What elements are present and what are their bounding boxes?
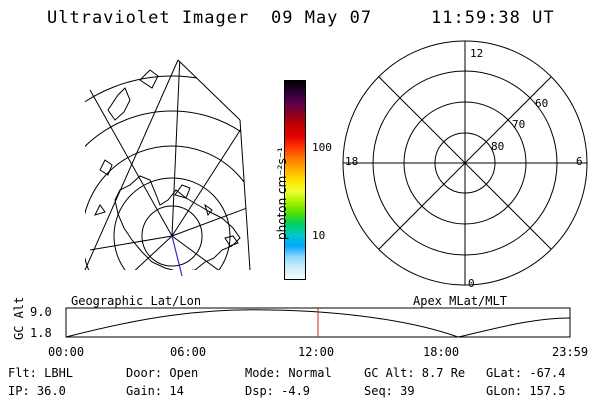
status-gc-alt: GC Alt: 8.7 Re — [364, 366, 466, 380]
app-title: Ultraviolet Imager — [47, 8, 250, 28]
timeline-right-title: Apex MLat/MLT — [413, 294, 507, 308]
status-dsp: Dsp: -4.9 — [245, 384, 311, 398]
timeline-tick-0600: 06:00 — [170, 345, 207, 359]
timeline-tick-1800: 18:00 — [423, 345, 460, 359]
status-ip: IP: 36.0 — [8, 384, 66, 398]
polar-label-0: 0 — [468, 277, 475, 290]
status-glat: GLat: -67.4 — [486, 366, 566, 380]
status-mode: Mode: Normal — [245, 366, 332, 380]
colorbar-unit-label: photon cm⁻²s⁻¹ — [275, 147, 289, 240]
timeline-tick-2359: 23:59 — [552, 345, 589, 359]
polar-label-12: 12 — [470, 47, 484, 60]
timeline-y-label: GC Alt — [12, 296, 26, 340]
timeline-tick-0000: 00:00 — [48, 345, 85, 359]
time-label: 11:59:38 UT — [431, 8, 555, 28]
colorbar-tick-100: 100 — [312, 141, 332, 154]
polar-label-18: 18 — [345, 155, 359, 168]
polar-label-6: 6 — [576, 155, 583, 168]
colorbar — [284, 80, 306, 280]
polar-label-lat60: 60 — [535, 97, 549, 110]
polar-label-lat80: 80 — [491, 140, 505, 153]
date-label: 09 May 07 — [271, 8, 373, 28]
status-door: Door: Open — [126, 366, 199, 380]
polar-label-lat70: 70 — [512, 118, 526, 131]
timeline-y-top: 9.0 — [30, 305, 52, 319]
status-glon: GLon: 157.5 — [486, 384, 566, 398]
status-seq: Seq: 39 — [364, 384, 415, 398]
colorbar-tick-10: 10 — [312, 229, 326, 242]
status-flt: Flt: LBHL — [8, 366, 74, 380]
timeline-tick-1200: 12:00 — [298, 345, 335, 359]
timeline-left-title: Geographic Lat/Lon — [71, 294, 202, 308]
status-gain: Gain: 14 — [126, 384, 184, 398]
timeline-y-bottom: 1.8 — [30, 326, 52, 340]
